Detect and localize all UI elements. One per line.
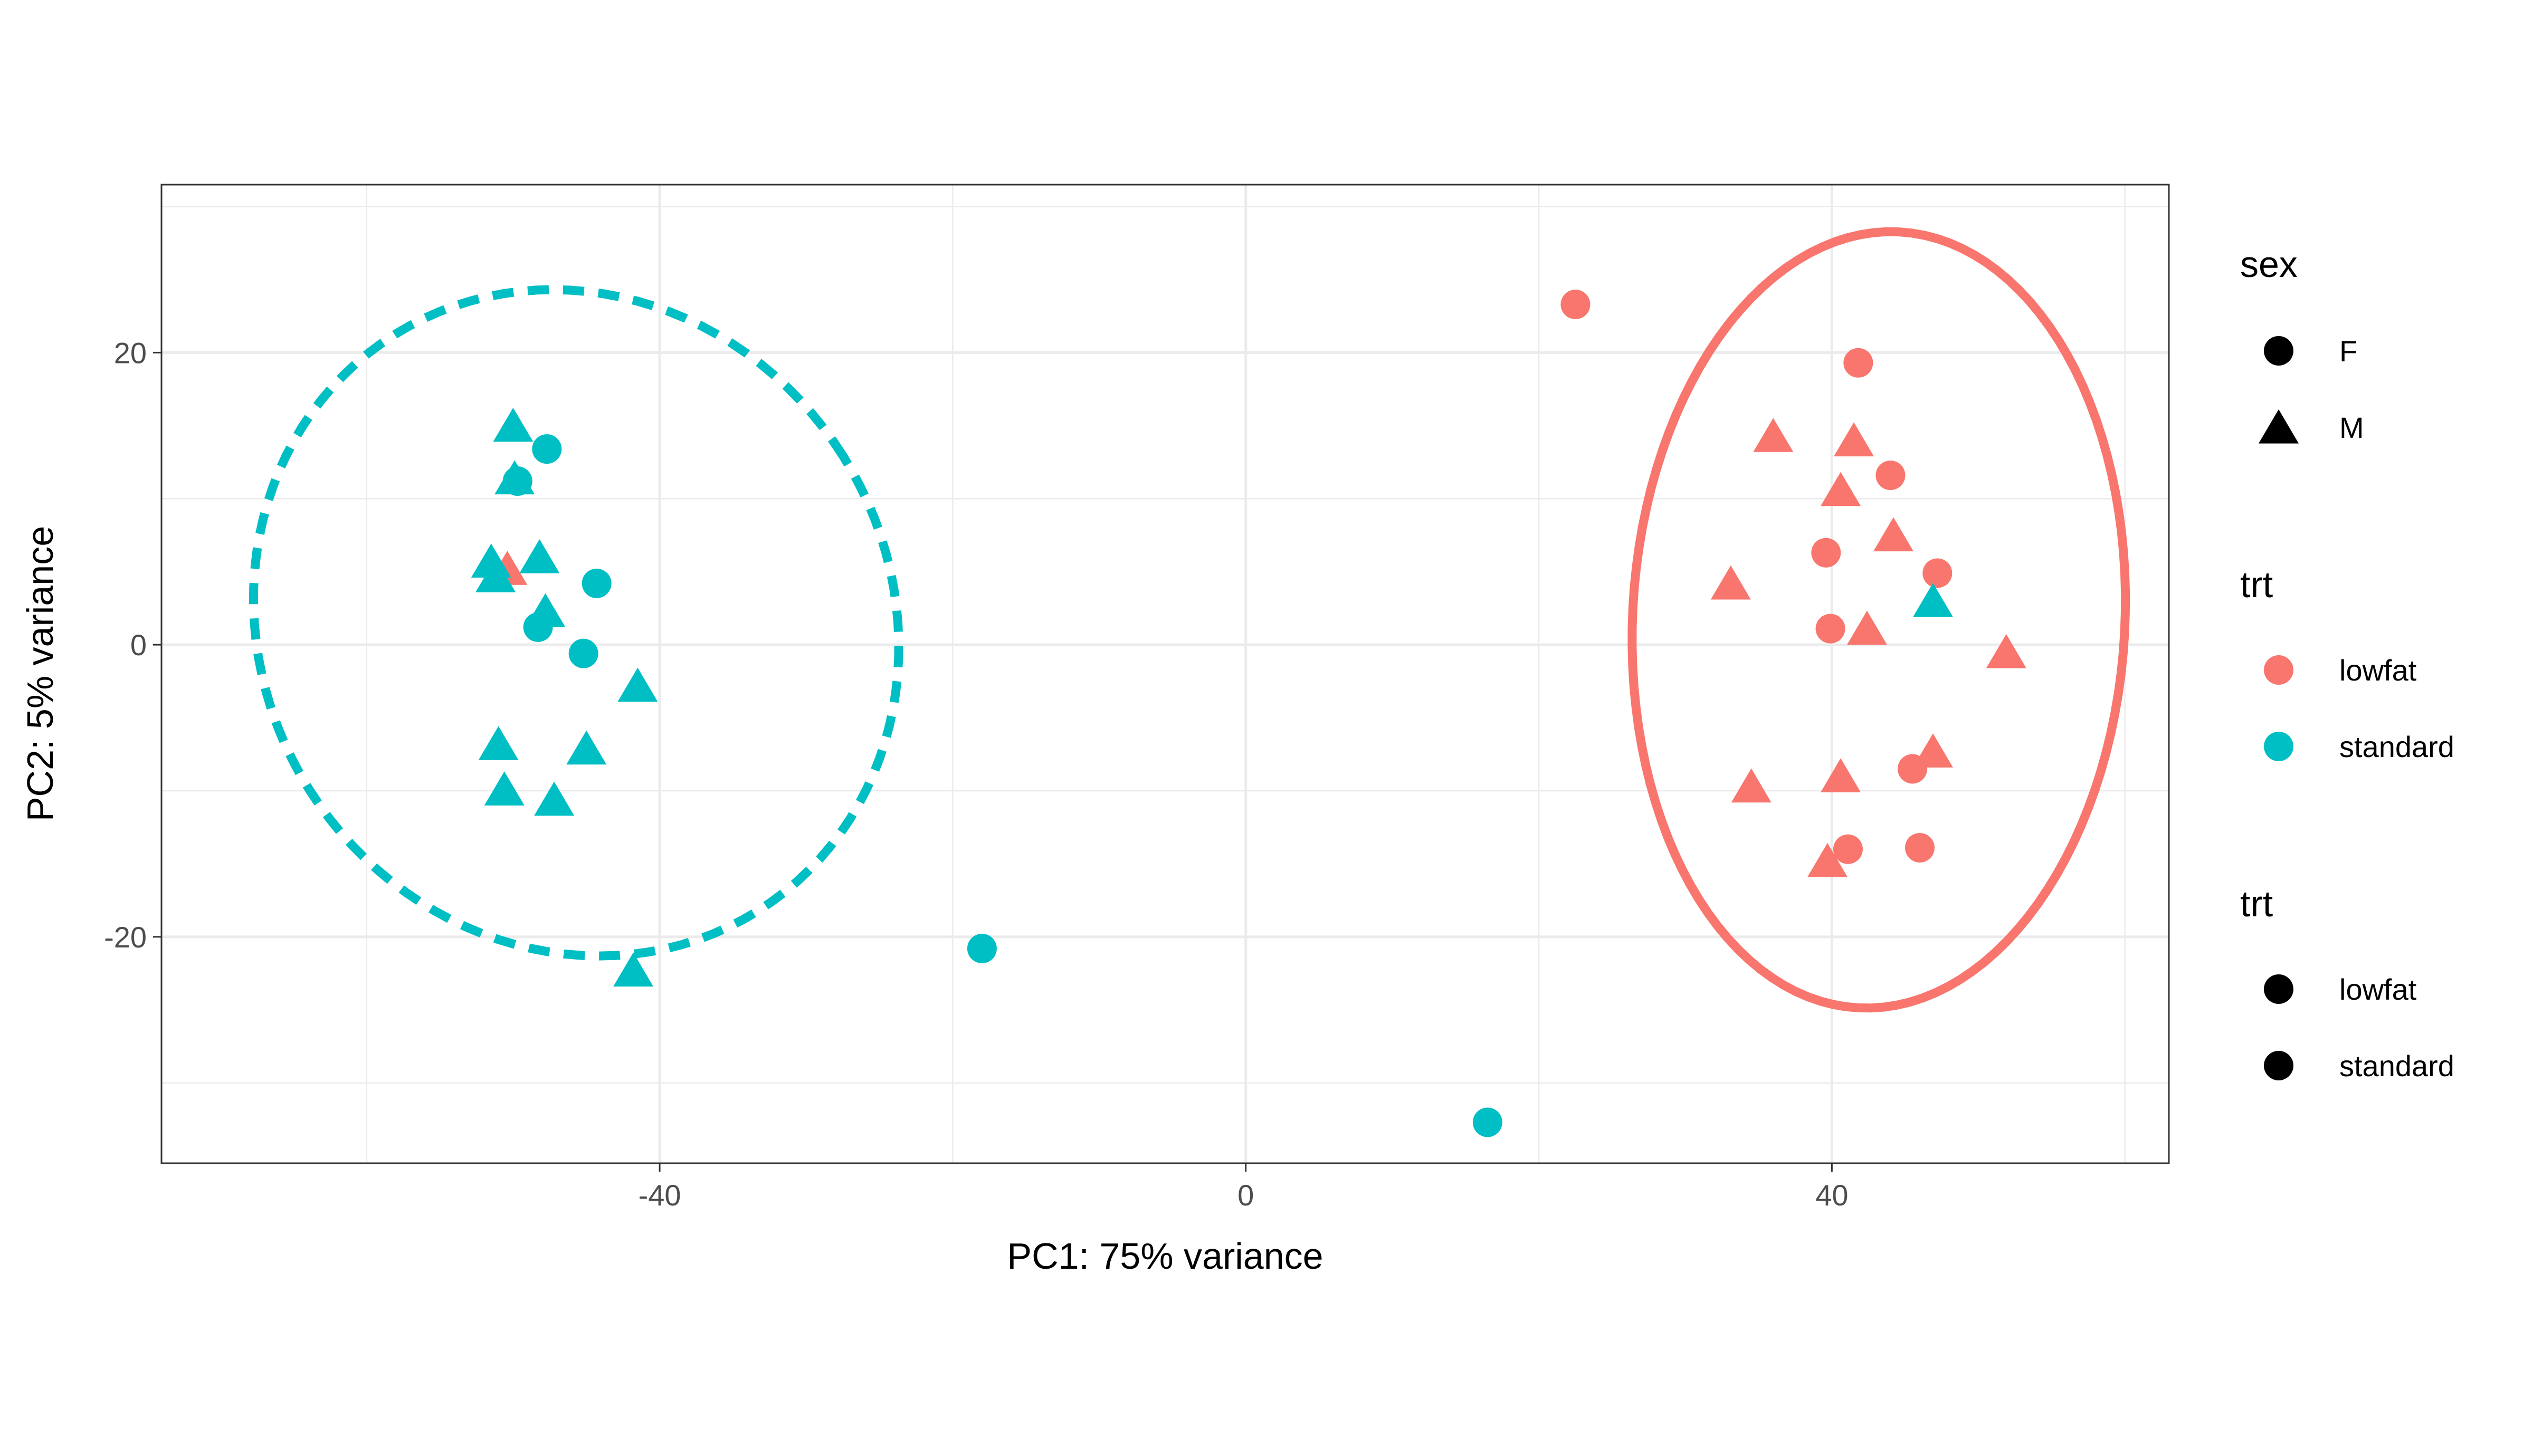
- point-lowfat-f: [1811, 538, 1841, 568]
- point-lowfat-m: [1753, 418, 1794, 452]
- y-axis-ticks: -20 0 20: [104, 336, 161, 954]
- legend-key-standard-line-icon: [2264, 1051, 2293, 1080]
- point-standard-m: [534, 781, 575, 816]
- point-lowfat-m: [1710, 565, 1751, 600]
- legend-key-triangle-icon: [2259, 409, 2299, 444]
- point-standard-f: [523, 612, 553, 642]
- point-standard-m: [613, 952, 654, 987]
- point-lowfat-m: [1873, 517, 1913, 552]
- legend-title-1: trt: [2240, 564, 2273, 605]
- y-tick-label: 20: [114, 336, 147, 369]
- point-standard-f: [568, 638, 598, 668]
- point-standard-f: [502, 466, 532, 496]
- legend-key-lowfat-line-icon: [2264, 974, 2293, 1004]
- point-lowfat-m: [1821, 472, 1861, 506]
- point-lowfat-f: [1904, 832, 1935, 863]
- point-lowfat-f: [1843, 348, 1873, 378]
- point-standard-m: [566, 730, 607, 765]
- panel-background: [161, 185, 2169, 1163]
- legend-label: F: [2339, 334, 2357, 368]
- legend-key-circle-icon: [2264, 336, 2293, 366]
- point-standard-f: [582, 568, 612, 598]
- legend-label: lowfat: [2339, 973, 2417, 1006]
- point-standard-m: [484, 771, 525, 806]
- point-standard-m: [617, 667, 658, 702]
- x-axis-title: PC1: 75% variance: [1007, 1235, 1323, 1277]
- legend-label: M: [2339, 411, 2364, 444]
- point-standard-m: [493, 407, 534, 442]
- ellipse-standard: [249, 285, 903, 961]
- plot-panel: [161, 185, 2169, 1163]
- y-axis-title: PC2: 5% variance: [20, 526, 61, 821]
- point-lowfat-m: [1847, 610, 1888, 645]
- x-tick-label: -40: [639, 1179, 681, 1212]
- point-lowfat-f: [1922, 558, 1953, 588]
- point-standard-f: [1472, 1107, 1502, 1137]
- point-lowfat-f: [1898, 754, 1928, 784]
- legend-title-0: sex: [2240, 244, 2298, 285]
- point-standard-m: [475, 558, 516, 592]
- point-standard-f: [532, 434, 562, 464]
- legend-label: standard: [2339, 1049, 2454, 1083]
- point-lowfat-m: [1986, 634, 2026, 668]
- point-lowfat-f: [1560, 290, 1591, 320]
- panel-border: [160, 184, 2170, 1164]
- point-lowfat-f: [1833, 834, 1863, 864]
- y-tick-label: -20: [104, 921, 147, 954]
- x-tick-label: 40: [1815, 1179, 1848, 1212]
- point-lowfat-m: [1807, 842, 1848, 877]
- legend-label: standard: [2339, 730, 2454, 763]
- point-lowfat-f: [1815, 614, 1845, 644]
- point-lowfat-m: [1731, 768, 1772, 803]
- point-standard-m: [519, 539, 560, 573]
- legend-title-2: trt: [2240, 883, 2273, 924]
- point-lowfat-m: [1821, 758, 1861, 792]
- ellipse-lowfat: [1627, 227, 2130, 1013]
- legend-label: lowfat: [2339, 654, 2417, 687]
- legend-key-lowfat-icon: [2264, 655, 2293, 685]
- data-points: [471, 290, 2026, 1137]
- x-tick-label: 0: [1237, 1179, 1254, 1212]
- point-standard-m: [1912, 583, 1953, 617]
- point-lowfat-m: [1834, 422, 1874, 457]
- legend-key-standard-icon: [2264, 732, 2293, 761]
- point-standard-m: [478, 726, 519, 760]
- confidence-ellipses: [249, 227, 2130, 1013]
- point-lowfat-f: [1875, 460, 1906, 490]
- x-axis-ticks: -40 0 40: [639, 1163, 1849, 1212]
- y-tick-label: 0: [130, 628, 147, 662]
- point-standard-f: [967, 934, 997, 964]
